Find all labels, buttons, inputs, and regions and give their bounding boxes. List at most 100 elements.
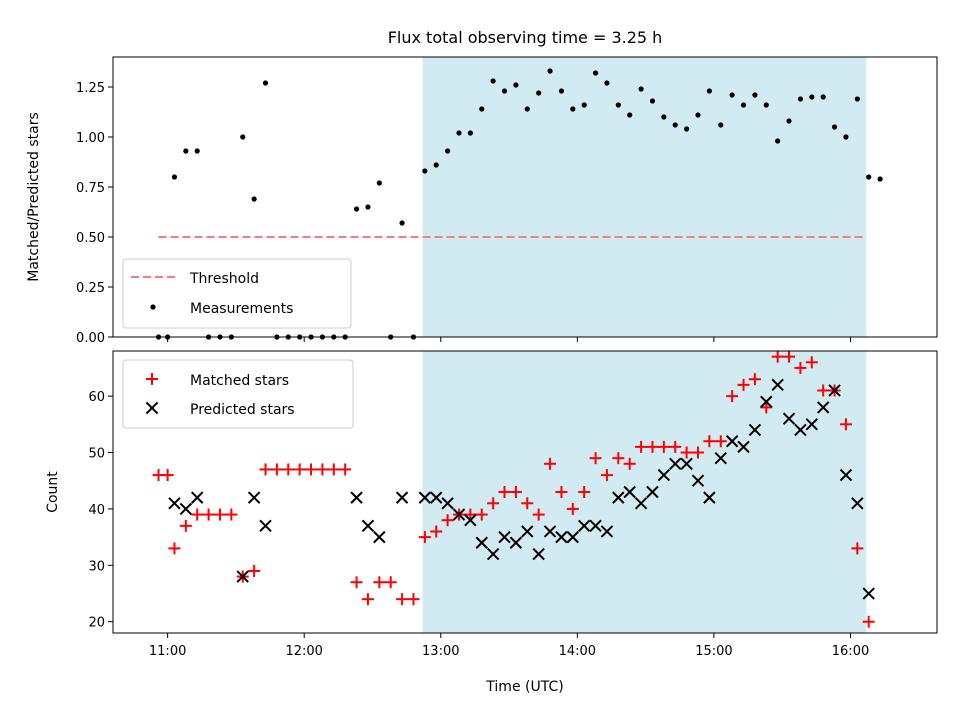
predicted-star-point [612,491,625,504]
y-tick-label: 50 [88,447,105,462]
predicted-star-point [669,457,682,471]
top-legend-box [122,258,352,329]
matched-star-point [794,361,807,374]
predicted-star-point [350,491,363,504]
predicted-star-point [646,485,659,499]
matched-star-point [851,542,864,555]
predicted-star-point [168,497,181,510]
bottom-axes-frame [112,350,938,634]
measurement-point [854,96,860,102]
chart-title: Flux total observing time = 3.25 h [388,28,663,47]
measurement-point [786,118,792,124]
predicted-star-point [566,530,580,544]
predicted-star-point [839,468,853,482]
predicted-star-point [680,457,693,471]
x-tick-label: 12:00 [285,644,322,659]
measurement-point [194,148,200,154]
measurement-point [763,102,769,108]
measurement-point [547,68,553,74]
predicted-star-point [236,570,249,583]
measurement-point [831,124,838,130]
measurement-point [866,174,872,180]
measurement-point [353,206,360,212]
x-tick-label: 13:00 [422,644,459,659]
measurement-point [171,174,178,180]
measurement-point [627,112,633,118]
predicted-star-point [657,468,671,482]
predicted-star-point [782,412,796,425]
bottom-legend-box [122,359,354,429]
matched-star-point [350,576,363,589]
predicted-star-point [600,525,614,538]
predicted-star-point [623,485,636,499]
measurement-point [490,78,496,84]
x-tick-label: 11:00 [149,644,186,659]
measurement-point [684,126,690,132]
measurement-point [592,70,599,76]
predicted-star-point [509,536,523,549]
observing-window-bottom [422,351,867,633]
matched-star-point [248,564,261,577]
measurement-point [513,82,519,88]
top-y-ticks: 0.00 0.25 0.50 0.75 1.00 1.25 [76,81,113,346]
predicted-star-point [771,378,784,392]
measurement-point [638,86,644,92]
predicted-star-point [589,519,602,533]
predicted-star-point [805,418,819,431]
measurement-point [445,148,451,154]
x-tick-label: 15:00 [695,644,732,659]
predicted-star-point [691,474,705,487]
predicted-star-point [760,395,773,408]
predicted-star-point [452,508,466,521]
predicted-star-points [168,378,875,600]
measurement-point [524,106,530,112]
matched-star-point [475,508,488,521]
matched-star-point [430,525,443,538]
y-tick-label: 1.00 [76,131,105,146]
matched-star-point [839,418,852,431]
matched-star-point [487,497,500,510]
matched-star-point [669,440,682,453]
measurement-point [365,204,371,210]
matched-star-point [589,452,602,465]
matched-star-point [441,514,454,527]
matched-star-point [566,502,579,515]
measurement-point [262,80,269,86]
measurement-point [775,138,781,144]
matched-star-point [600,469,613,482]
measurement-point [581,102,587,108]
measurement-point [695,112,701,118]
matched-star-point [691,446,704,459]
matched-star-point [498,486,511,498]
matched-star-point [509,486,522,498]
matched-star-point [339,463,352,476]
measurement-point [797,96,804,102]
measurement-point [467,130,473,136]
predicted-star-point [259,519,272,533]
matched-star-point [168,542,181,555]
predicted-star-point [577,519,591,533]
y-tick-label: 0.50 [76,231,105,246]
predicted-star-point [373,530,386,544]
matched-star-point [225,508,238,521]
predicted-star-point [418,491,432,504]
predicted-star-point [361,519,375,533]
matched-star-point [532,508,545,521]
measurement-point [501,88,508,94]
predicted-star-point [703,491,716,504]
predicted-star-point [430,491,443,504]
matched-star-point [726,390,739,403]
matched-star-point [316,463,329,476]
predicted-star-point [475,536,488,549]
top-x-ticks [167,337,852,342]
measurement-point [752,92,758,98]
predicted-star-point [498,530,511,544]
measurement-point [399,220,405,226]
predicted-star-point [486,547,500,561]
bottom-y-axis-label: Count [45,471,61,513]
predicted-star-point [532,547,545,561]
matched-star-point [817,384,830,397]
matched-star-point [282,463,295,476]
x-tick-label: 16:00 [832,644,869,659]
bottom-y-ticks: 20 30 40 50 60 [88,390,113,631]
